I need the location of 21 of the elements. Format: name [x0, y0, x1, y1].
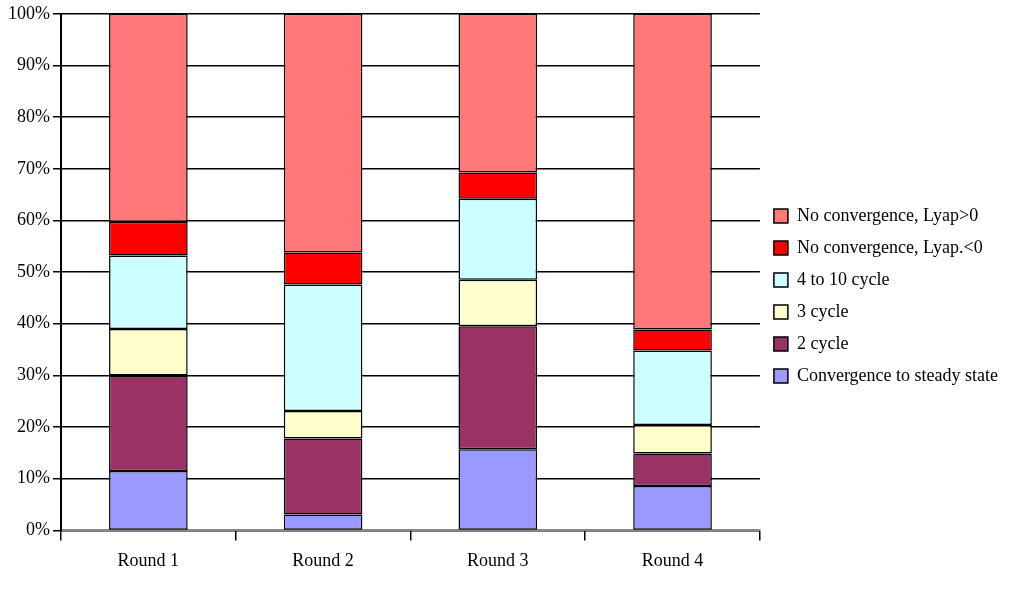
- y-tick-label: 0%: [25, 519, 50, 540]
- y-tick-label: 60%: [16, 209, 50, 230]
- legend-label: Convergence to steady state: [796, 364, 999, 385]
- legend-label: 2 cycle: [796, 332, 849, 353]
- legend-label: No convergence, Lyap.<0: [796, 236, 983, 257]
- x-tick-label: Round 3: [467, 549, 529, 570]
- y-tick-label: 30%: [16, 364, 50, 385]
- x-tick-label: Round 4: [641, 549, 704, 570]
- y-tick-label: 90%: [16, 54, 50, 75]
- legend-label: 3 cycle: [796, 300, 849, 321]
- x-tick-label: Round 2: [292, 549, 354, 570]
- y-tick-label: 80%: [16, 105, 50, 126]
- legend-label: No convergence, Lyap>0: [796, 204, 979, 225]
- y-tick-label: 10%: [16, 467, 50, 488]
- legend-label: 4 to 10 cycle: [796, 268, 890, 289]
- y-tick-label: 40%: [16, 312, 50, 333]
- y-tick-label: 50%: [16, 260, 50, 281]
- x-tick-label: Round 1: [117, 549, 180, 570]
- y-tick-label: 100%: [7, 2, 50, 23]
- y-tick-label: 20%: [16, 415, 50, 436]
- y-tick-label: 70%: [16, 157, 50, 178]
